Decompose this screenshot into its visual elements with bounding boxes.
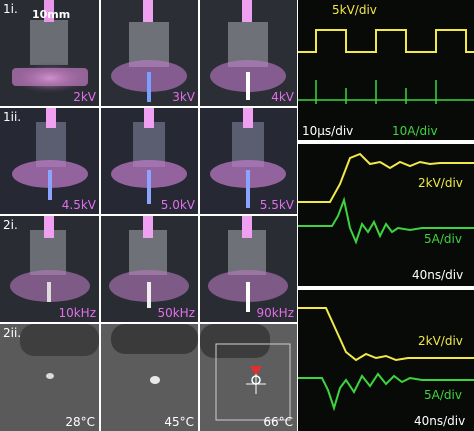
row-label: 2i. bbox=[3, 218, 18, 232]
photo-1i-2kv: 1i. 10mm 2kV bbox=[0, 0, 99, 106]
row-label: 2ii. bbox=[3, 326, 22, 340]
scale-label: 10mm bbox=[32, 8, 71, 21]
temperature-label: 45°C bbox=[164, 415, 194, 429]
current-scale-label: 5A/div bbox=[424, 232, 462, 246]
photo-1ii-4-5kv: 1ii. 4.5kV bbox=[0, 108, 99, 214]
temperature-label: 66°C bbox=[263, 415, 293, 429]
time-scale-label: 40ns/div bbox=[412, 268, 464, 282]
plasma-jet-illustration bbox=[0, 216, 99, 322]
voltage-scale-label: 2kV/div bbox=[418, 176, 463, 190]
plasma-jet-illustration bbox=[200, 108, 297, 214]
oscilloscope-trace bbox=[298, 29, 474, 104]
voltage-scale-label: 5kV/div bbox=[332, 3, 377, 17]
scope-panel-3: 2kV/div 5A/div 40ns/div bbox=[298, 290, 474, 431]
photo-1i-3kv: 3kV bbox=[101, 0, 198, 106]
frequency-label: 90kHz bbox=[256, 306, 294, 320]
photo-2i-90khz: 90kHz bbox=[200, 216, 297, 322]
row-label: 1i. bbox=[3, 2, 18, 16]
plasma-jet-illustration bbox=[101, 108, 198, 214]
frequency-label: 10kHz bbox=[58, 306, 96, 320]
plasma-jet-illustration bbox=[0, 0, 99, 106]
thermal-2ii-66c: 66°C bbox=[200, 324, 297, 431]
voltage-label: 4kV bbox=[271, 90, 294, 104]
scope-panel-1: 5kV/div 10µs/div 10A/div bbox=[298, 0, 474, 140]
voltage-label: 5.0kV bbox=[160, 198, 195, 212]
temperature-label: 28°C bbox=[65, 415, 95, 429]
voltage-label: 5.5kV bbox=[259, 198, 294, 212]
plasma-jet-illustration bbox=[0, 108, 99, 214]
frequency-label: 50kHz bbox=[157, 306, 195, 320]
row-label: 1ii. bbox=[3, 110, 22, 124]
current-scale-label: 5A/div bbox=[424, 388, 462, 402]
plasma-jet-illustration bbox=[200, 216, 297, 322]
plasma-jet-illustration bbox=[200, 0, 297, 106]
thermal-image bbox=[200, 324, 297, 431]
oscilloscope-trace bbox=[298, 152, 474, 245]
voltage-label: 2kV bbox=[73, 90, 96, 104]
thermal-image bbox=[0, 324, 99, 431]
time-scale-label: 10µs/div bbox=[302, 124, 354, 138]
time-scale-label: 40ns/div bbox=[414, 414, 466, 428]
oscilloscope-trace bbox=[298, 307, 474, 412]
thermal-2ii-45c: 45°C bbox=[101, 324, 198, 431]
plasma-jet-illustration bbox=[101, 0, 198, 106]
current-scale-label: 10A/div bbox=[392, 124, 438, 138]
hotspot-marker-icon bbox=[250, 366, 262, 376]
plasma-jet-illustration bbox=[101, 216, 198, 322]
photo-2i-50khz: 50kHz bbox=[101, 216, 198, 322]
photo-1i-4kv: 4kV bbox=[200, 0, 297, 106]
scope-panel-2: 2kV/div 5A/div 40ns/div bbox=[298, 144, 474, 286]
thermal-image bbox=[101, 324, 198, 431]
voltage-label: 3kV bbox=[172, 90, 195, 104]
photo-1ii-5-0kv: 5.0kV bbox=[101, 108, 198, 214]
voltage-label: 4.5kV bbox=[61, 198, 96, 212]
voltage-scale-label: 2kV/div bbox=[418, 334, 463, 348]
thermal-2ii-28c: 2ii. 28°C bbox=[0, 324, 99, 431]
photo-2i-10khz: 2i. 10kHz bbox=[0, 216, 99, 322]
photo-1ii-5-5kv: 5.5kV bbox=[200, 108, 297, 214]
